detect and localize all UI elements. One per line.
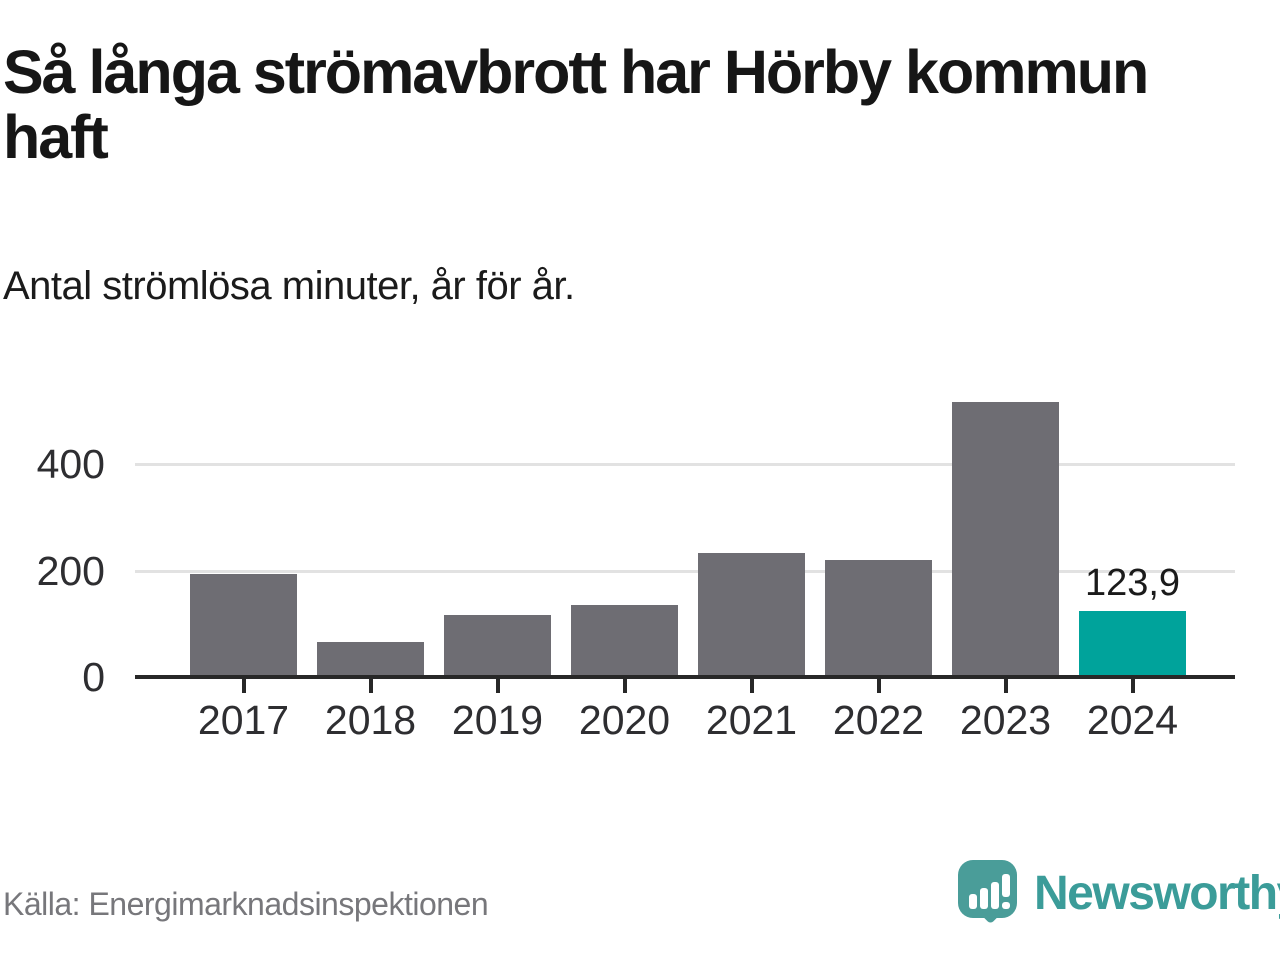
y-axis-label-200: 200 <box>36 547 105 594</box>
x-axis-label-2021: 2021 <box>705 697 798 743</box>
bar-2023 <box>952 402 1059 677</box>
x-tick-2019 <box>495 679 500 693</box>
x-axis-label-2023: 2023 <box>959 697 1052 743</box>
gridline-400 <box>135 463 1235 466</box>
exclamation-icon-dot <box>1002 902 1010 909</box>
newsworthy-logo: Newsworthy <box>958 856 1280 936</box>
x-axis-label-2022: 2022 <box>832 697 925 743</box>
x-axis-label-2017: 2017 <box>197 697 290 743</box>
x-tick-2017 <box>241 679 246 693</box>
y-axis-label-0: 0 <box>82 654 105 700</box>
y-axis-label-400: 400 <box>36 441 105 487</box>
source-caption: Källa: Energimarknadsinspektionen <box>3 886 489 922</box>
value-label-2024: 123,9 <box>1084 562 1181 605</box>
x-tick-2024 <box>1130 679 1135 693</box>
bar-2018 <box>317 642 424 677</box>
bar-2017 <box>190 574 297 677</box>
chart-subtitle: Antal strömlösa minuter, år för år. <box>3 264 575 308</box>
gridline-200 <box>135 569 1235 573</box>
bar-chart-icon <box>969 894 977 909</box>
bar-2022 <box>825 559 932 677</box>
x-tick-2018 <box>368 679 373 693</box>
exclamation-icon <box>1002 874 1010 897</box>
chart-title: Så långa strömavbrott har Hörby kommun h… <box>3 38 1149 172</box>
x-tick-2020 <box>622 679 627 693</box>
brand-wordmark: Newsworthy <box>1034 867 1280 920</box>
bar-2020 <box>571 605 678 677</box>
bar-2024 <box>1079 611 1186 677</box>
x-axis-line <box>135 675 1235 679</box>
x-axis-label-2024: 2024 <box>1086 697 1179 743</box>
bar-2021 <box>698 552 805 677</box>
x-tick-2023 <box>1003 679 1008 693</box>
logo-bubble <box>958 860 1017 918</box>
bar-chart-icon <box>991 882 999 909</box>
bar-chart-icon <box>980 888 988 909</box>
x-tick-2022 <box>876 679 881 693</box>
x-axis-label-2020: 2020 <box>578 697 671 743</box>
x-tick-2021 <box>749 679 754 693</box>
bar-2019 <box>444 615 551 677</box>
x-axis-label-2018: 2018 <box>324 697 417 743</box>
x-axis-label-2019: 2019 <box>451 697 544 743</box>
